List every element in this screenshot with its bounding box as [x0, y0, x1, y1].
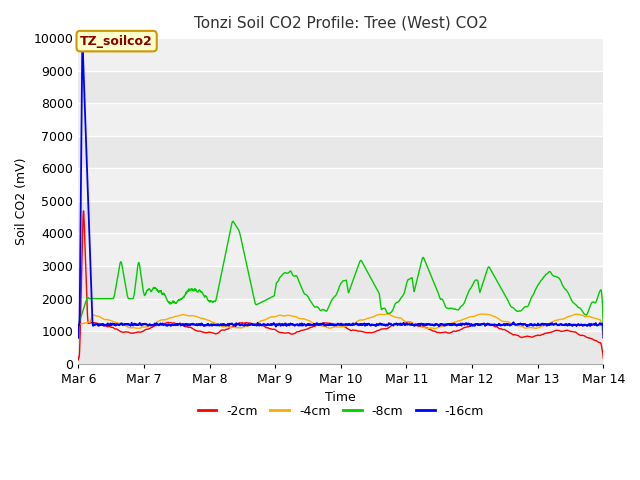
Bar: [78, 168, 604, 201]
Bar: [78, 103, 604, 136]
Text: TZ_soilco2: TZ_soilco2: [80, 35, 153, 48]
Bar: [78, 201, 604, 233]
Bar: [78, 71, 604, 103]
Bar: [78, 266, 604, 299]
Bar: [78, 233, 604, 266]
X-axis label: Time: Time: [325, 391, 356, 404]
Title: Tonzi Soil CO2 Profile: Tree (West) CO2: Tonzi Soil CO2 Profile: Tree (West) CO2: [194, 15, 488, 30]
Bar: [78, 299, 604, 331]
Bar: [78, 331, 604, 364]
Bar: [78, 136, 604, 168]
Bar: [78, 38, 604, 71]
Legend: -2cm, -4cm, -8cm, -16cm: -2cm, -4cm, -8cm, -16cm: [193, 400, 489, 422]
Y-axis label: Soil CO2 (mV): Soil CO2 (mV): [15, 157, 28, 245]
